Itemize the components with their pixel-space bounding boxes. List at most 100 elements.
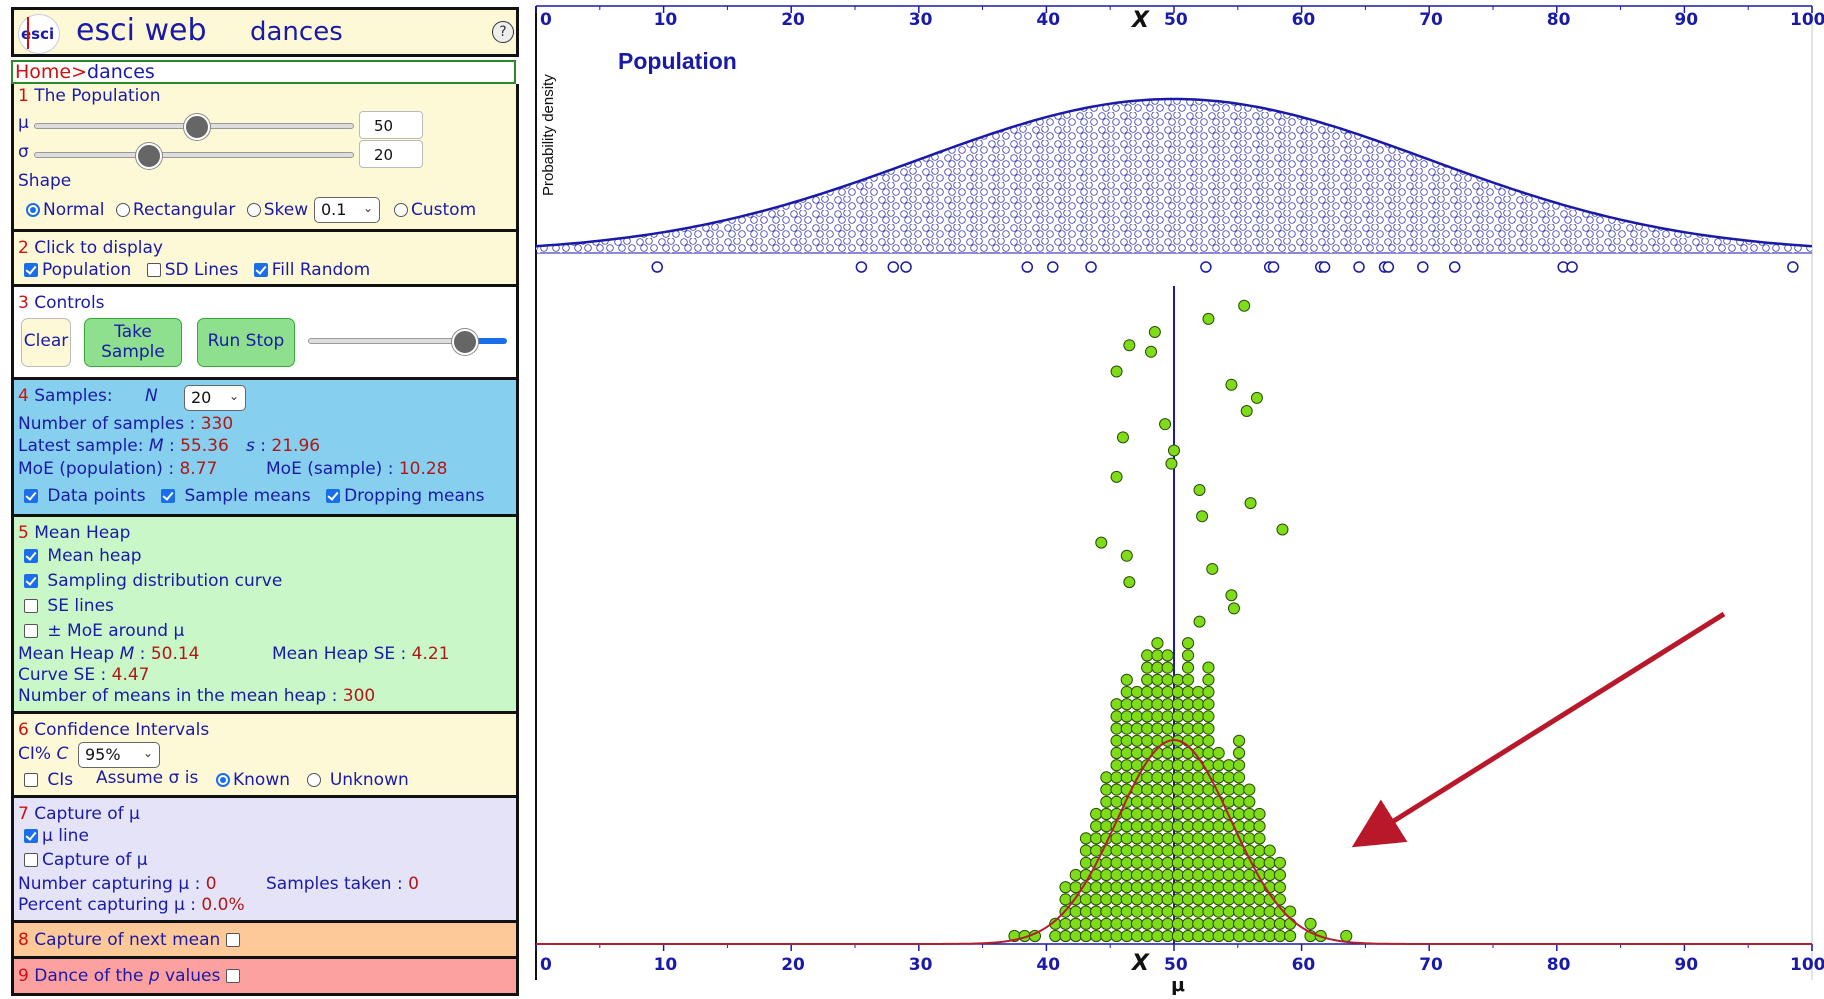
normal-radio[interactable] bbox=[26, 203, 40, 217]
top-tick-label: 20 bbox=[781, 10, 805, 30]
heap-mean bbox=[1110, 710, 1123, 723]
mu-input[interactable]: 50 bbox=[359, 111, 423, 139]
run-stop-button[interactable]: Run Stop bbox=[197, 318, 295, 367]
mu-slider[interactable] bbox=[34, 114, 354, 140]
heap-mean bbox=[1181, 771, 1195, 784]
heap-mean bbox=[1161, 893, 1174, 906]
heap-mean bbox=[1192, 722, 1205, 735]
heap-mean bbox=[1284, 917, 1297, 930]
heap-mean bbox=[1141, 661, 1154, 674]
skew-radio[interactable] bbox=[246, 203, 261, 217]
heap-mean bbox=[1141, 722, 1154, 735]
dropping-mean bbox=[1120, 549, 1133, 562]
heap-mean bbox=[1192, 795, 1205, 808]
mu-slider-knob[interactable] bbox=[184, 114, 210, 140]
heap-mean bbox=[1243, 929, 1256, 943]
clear-button[interactable]: Clear bbox=[21, 318, 71, 367]
heap-mean bbox=[1171, 868, 1184, 882]
heap-mean bbox=[1243, 917, 1256, 930]
heap-mean bbox=[1161, 759, 1174, 772]
heap-mean bbox=[1151, 722, 1164, 735]
rectangular-radio[interactable] bbox=[115, 203, 130, 217]
unknown-radio[interactable] bbox=[307, 773, 322, 787]
heap-mean bbox=[1181, 820, 1195, 833]
heap-mean bbox=[1161, 795, 1174, 808]
dropping-mean bbox=[1238, 299, 1251, 312]
breadcrumb-home[interactable]: Home bbox=[15, 61, 72, 83]
breadcrumb-sep: > bbox=[71, 61, 88, 83]
curve-se-value: 4.47 bbox=[111, 665, 150, 685]
heap-mean bbox=[1130, 746, 1144, 760]
moe-mu-checkbox[interactable] bbox=[24, 624, 38, 638]
heap-mean bbox=[1202, 698, 1215, 711]
heap-mean bbox=[1090, 905, 1103, 918]
heap-mean bbox=[1222, 881, 1235, 894]
heap-mean bbox=[1141, 807, 1154, 821]
take-sample-button[interactable]: Take Sample bbox=[84, 318, 182, 367]
bottom-tick-label: 40 bbox=[1036, 955, 1060, 975]
heap-mean bbox=[1232, 807, 1246, 821]
heap-mean bbox=[1202, 795, 1215, 808]
dropping-mean bbox=[1095, 536, 1108, 549]
data-points-checkbox[interactable] bbox=[24, 489, 38, 503]
mu-line-checkbox[interactable] bbox=[24, 829, 38, 843]
heap-mean bbox=[1079, 856, 1093, 869]
population-checkbox[interactable] bbox=[24, 263, 38, 277]
ci-select[interactable]: 95% ⌄ bbox=[78, 742, 160, 768]
heap-mean bbox=[1232, 734, 1246, 747]
dropping-mean bbox=[1193, 615, 1206, 628]
heap-mean bbox=[1130, 795, 1144, 808]
dropping-means-checkbox[interactable] bbox=[326, 489, 341, 503]
heap-mean bbox=[1161, 905, 1174, 918]
heap-mean bbox=[1181, 868, 1195, 882]
heap-mean bbox=[1161, 771, 1174, 784]
heap-mean bbox=[1171, 783, 1184, 796]
known-radio[interactable] bbox=[216, 773, 230, 787]
normal-label: Normal bbox=[43, 200, 105, 220]
se-lines-checkbox[interactable] bbox=[24, 599, 38, 613]
m-label: M bbox=[148, 436, 164, 456]
speed-slider-fill bbox=[463, 338, 507, 344]
top-tick-label: 70 bbox=[1419, 10, 1443, 30]
esci-logo[interactable]: esci bbox=[18, 14, 60, 54]
heap-mean bbox=[1079, 929, 1093, 943]
sample-means-label: Sample means bbox=[184, 486, 311, 506]
skew-select-value: 0.1 bbox=[321, 200, 347, 219]
heap-mean bbox=[1059, 917, 1072, 930]
heap-mean bbox=[1151, 856, 1164, 869]
heap-mean bbox=[1130, 759, 1144, 772]
mean-heap-checkbox[interactable] bbox=[24, 549, 38, 563]
heap-mean bbox=[1130, 820, 1144, 833]
curve-se-label: Curve SE : bbox=[18, 665, 107, 685]
sampling-curve-checkbox[interactable] bbox=[24, 574, 38, 588]
sd-lines-checkbox[interactable] bbox=[146, 263, 161, 277]
heap-mean bbox=[1120, 929, 1133, 943]
heap-mean bbox=[1181, 685, 1195, 699]
heap-mean bbox=[1151, 661, 1164, 674]
heap-mean bbox=[1151, 905, 1164, 918]
sigma-input[interactable]: 20 bbox=[359, 140, 423, 168]
dance-chart: 0 10 20 30 40 50 60 70 80 90 100 0 10 20 30 40 50 60 70 80… bbox=[535, 5, 1824, 996]
next-mean-checkbox[interactable] bbox=[225, 933, 240, 947]
speed-slider[interactable] bbox=[308, 329, 507, 355]
dropping-mean bbox=[1123, 339, 1136, 352]
heap-mean bbox=[1151, 929, 1164, 943]
heap-mean bbox=[1069, 905, 1082, 918]
heap-mean bbox=[1232, 795, 1246, 808]
heap-mean bbox=[1202, 661, 1215, 674]
sample-means-checkbox[interactable] bbox=[161, 489, 176, 503]
speed-slider-knob[interactable] bbox=[452, 329, 479, 355]
sigma-slider[interactable] bbox=[34, 143, 354, 169]
cis-checkbox[interactable] bbox=[24, 773, 38, 787]
skew-select[interactable]: 0.1 ⌄ bbox=[314, 197, 380, 223]
heap-mean bbox=[1304, 917, 1317, 930]
fill-random-checkbox[interactable] bbox=[253, 263, 268, 277]
custom-radio[interactable] bbox=[394, 203, 408, 217]
p-values-checkbox[interactable] bbox=[225, 969, 240, 983]
sigma-slider-knob[interactable] bbox=[136, 143, 162, 169]
capture-checkbox[interactable] bbox=[24, 853, 38, 867]
help-icon[interactable]: ? bbox=[492, 21, 514, 43]
heap-mean bbox=[1171, 832, 1184, 845]
n-select[interactable]: 20 ⌄ bbox=[184, 385, 246, 411]
heap-mean bbox=[1192, 820, 1205, 833]
